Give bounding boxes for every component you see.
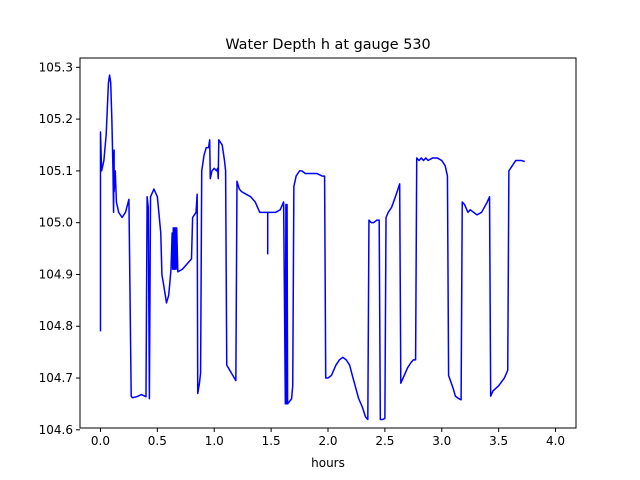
x-tick-label: 1.0 (205, 434, 224, 448)
y-tick-label: 105.1 (39, 164, 73, 178)
x-tick-label: 2.0 (318, 434, 337, 448)
x-tick-label: 3.0 (432, 434, 451, 448)
y-tick-label: 104.7 (39, 371, 73, 385)
x-tick-label: 0.5 (148, 434, 167, 448)
x-tick-label: 1.5 (262, 434, 281, 448)
x-tick-label: 4.0 (546, 434, 565, 448)
y-axis: 104.6 104.7 104.8 104.9 105.0 105.1 105.2 105.3 (39, 60, 80, 437)
y-tick-label: 104.8 (39, 319, 73, 333)
y-tick-label: 104.6 (39, 423, 73, 437)
y-tick-label: 105.2 (39, 112, 73, 126)
x-tick-label: 0.0 (91, 434, 110, 448)
chart-title: Water Depth h at gauge 530 (225, 37, 430, 53)
x-axis-label: hours (311, 456, 345, 470)
y-tick-label: 104.9 (39, 267, 73, 281)
series-line (99, 74, 526, 421)
x-tick-label: 3.5 (489, 434, 508, 448)
plot-frame (79, 57, 577, 429)
y-tick-label: 105.3 (39, 60, 73, 74)
x-tick-label: 2.5 (375, 434, 394, 448)
y-tick-label: 105.0 (39, 216, 73, 230)
x-axis: 0.0 0.5 1.0 1.5 2.0 2.5 3.0 3.5 4.0 (91, 428, 565, 448)
